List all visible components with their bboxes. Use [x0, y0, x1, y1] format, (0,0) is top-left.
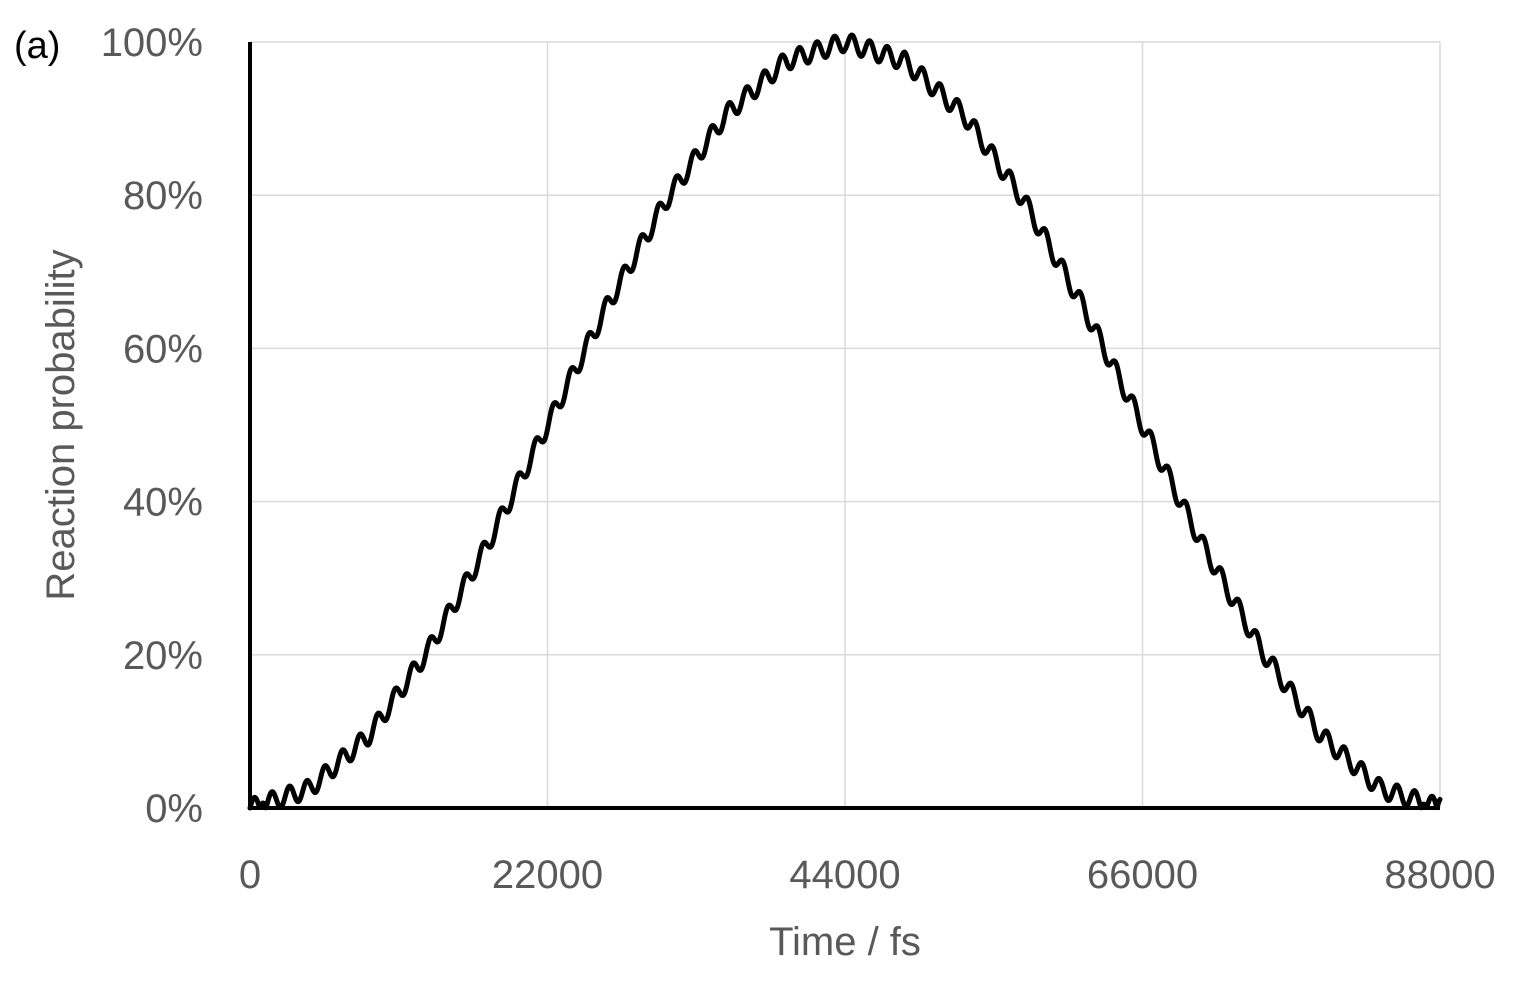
- y-axis-title: Reaction probability: [39, 249, 83, 600]
- y-tick-label: 60%: [123, 327, 203, 371]
- y-tick-label: 0%: [145, 787, 203, 831]
- axes: [248, 42, 1440, 810]
- x-tick-label: 22000: [492, 853, 603, 897]
- x-tick-label: 44000: [789, 853, 900, 897]
- y-tick-label: 80%: [123, 174, 203, 218]
- x-tick-label: 66000: [1087, 853, 1198, 897]
- panel-label: (a): [14, 25, 60, 67]
- x-tick-label: 88000: [1384, 853, 1495, 897]
- series-layer: [247, 32, 1443, 811]
- gridlines: [250, 41, 1441, 808]
- y-tick-label: 20%: [123, 634, 203, 678]
- x-tick-label: 0: [239, 853, 261, 897]
- tick-labels: 0% 20% 40% 60% 80% 100% 0 22000 44000 66000 88000: [101, 21, 1496, 897]
- x-axis-title: Time / fs: [769, 920, 921, 964]
- y-tick-label: 40%: [123, 481, 203, 525]
- y-tick-label: 100%: [101, 21, 203, 65]
- series-line: [247, 32, 1443, 811]
